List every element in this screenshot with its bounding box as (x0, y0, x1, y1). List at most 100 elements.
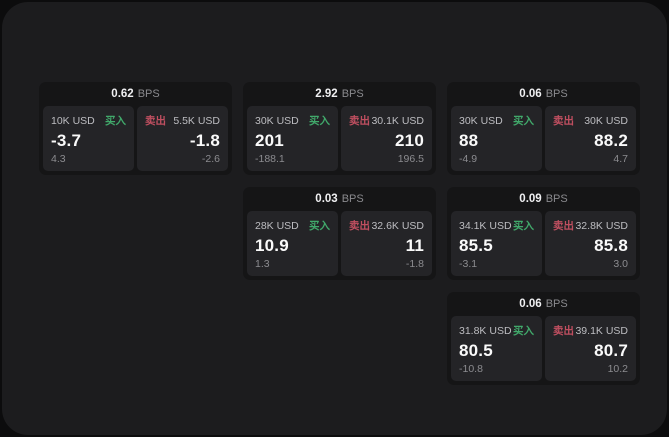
quote-cards-grid: 0.62 BPS 10K USD 买入 -3.7 4.3 卖出 5.5K USD (39, 82, 640, 385)
buy-price-value: 201 (255, 131, 284, 150)
sell-panel[interactable]: 卖出 5.5K USD -1.8 -2.6 (137, 106, 228, 171)
sell-delta-value: 4.7 (613, 153, 628, 165)
bps-unit-label: BPS (545, 88, 568, 100)
buy-panel-header: 28K USD 买入 (255, 218, 330, 233)
buy-size-label: 34.1K USD (459, 219, 512, 232)
sell-panel[interactable]: 卖出 32.8K USD 85.8 3.0 (545, 211, 636, 276)
sell-side-tag: 卖出 (349, 220, 370, 232)
bps-unit-label: BPS (545, 298, 568, 310)
quote-card: 0.09 BPS 34.1K USD 买入 85.5 -3.1 卖出 32.8K… (447, 187, 640, 280)
quote-card: 0.62 BPS 10K USD 买入 -3.7 4.3 卖出 5.5K USD (39, 82, 232, 175)
buy-price-value: 85.5 (459, 236, 493, 255)
bps-header: 0.06 BPS (451, 82, 636, 106)
sell-price-value: 85.8 (594, 236, 628, 255)
bps-unit-label: BPS (341, 88, 364, 100)
sell-delta-value: 10.2 (607, 363, 628, 375)
sell-price-value: 88.2 (594, 131, 628, 150)
bps-unit-label: BPS (137, 88, 160, 100)
buy-side-tag: 买入 (105, 115, 126, 127)
buy-delta-value: -4.9 (459, 153, 478, 165)
buy-side-tag: 买入 (513, 220, 534, 232)
bps-header: 2.92 BPS (247, 82, 432, 106)
bps-unit-label: BPS (341, 193, 364, 205)
quote-card: 0.03 BPS 28K USD 买入 10.9 1.3 卖出 32.6K US… (243, 187, 436, 280)
sell-side-tag: 卖出 (553, 220, 574, 232)
buy-panel[interactable]: 31.8K USD 买入 80.5 -10.8 (451, 316, 542, 381)
sell-delta-value: -1.8 (405, 258, 424, 270)
buy-price-value: 88 (459, 131, 479, 150)
bps-value: 0.03 (315, 193, 338, 205)
quote-card-body: 34.1K USD 买入 85.5 -3.1 卖出 32.8K USD 85.8… (451, 211, 636, 276)
buy-delta-value: -10.8 (459, 363, 483, 375)
buy-panel[interactable]: 28K USD 买入 10.9 1.3 (247, 211, 338, 276)
bps-unit-label: BPS (545, 193, 568, 205)
buy-panel-header: 30K USD 买入 (255, 113, 330, 128)
sell-size-label: 30K USD (584, 114, 628, 127)
sell-panel[interactable]: 卖出 39.1K USD 80.7 10.2 (545, 316, 636, 381)
buy-side-tag: 买入 (513, 325, 534, 337)
sell-size-label: 32.6K USD (371, 219, 424, 232)
buy-size-label: 30K USD (255, 114, 299, 127)
quote-card-body: 28K USD 买入 10.9 1.3 卖出 32.6K USD 11 -1.8 (247, 211, 432, 276)
sell-panel[interactable]: 卖出 32.6K USD 11 -1.8 (341, 211, 432, 276)
buy-size-label: 30K USD (459, 114, 503, 127)
sell-side-tag: 卖出 (553, 115, 574, 127)
buy-price-value: -3.7 (51, 131, 82, 150)
quote-card: 2.92 BPS 30K USD 买入 201 -188.1 卖出 30.1K … (243, 82, 436, 175)
sell-price-value: 11 (405, 236, 424, 255)
buy-side-tag: 买入 (309, 115, 330, 127)
buy-panel-header: 34.1K USD 买入 (459, 218, 534, 233)
sell-panel-header: 卖出 39.1K USD (553, 323, 628, 338)
quote-card-body: 10K USD 买入 -3.7 4.3 卖出 5.5K USD -1.8 -2.… (43, 106, 228, 171)
sell-panel-header: 卖出 30K USD (553, 113, 628, 128)
bps-value: 0.62 (111, 88, 134, 100)
sell-panel-header: 卖出 5.5K USD (145, 113, 220, 128)
sell-side-tag: 卖出 (553, 325, 574, 337)
bps-value: 0.06 (519, 298, 542, 310)
bps-value: 0.09 (519, 193, 542, 205)
buy-price-value: 10.9 (255, 236, 289, 255)
buy-side-tag: 买入 (309, 220, 330, 232)
sell-delta-value: 196.5 (397, 153, 424, 165)
buy-panel[interactable]: 10K USD 买入 -3.7 4.3 (43, 106, 134, 171)
sell-delta-value: 3.0 (613, 258, 628, 270)
sell-price-value: 210 (395, 131, 424, 150)
buy-size-label: 28K USD (255, 219, 299, 232)
bps-header: 0.09 BPS (451, 187, 636, 211)
quote-card-body: 30K USD 买入 201 -188.1 卖出 30.1K USD 210 1… (247, 106, 432, 171)
quote-card: 0.06 BPS 30K USD 买入 88 -4.9 卖出 30K USD (447, 82, 640, 175)
sell-size-label: 39.1K USD (575, 324, 628, 337)
buy-panel-header: 31.8K USD 买入 (459, 323, 534, 338)
sell-price-value: 80.7 (594, 341, 628, 360)
buy-panel[interactable]: 30K USD 买入 201 -188.1 (247, 106, 338, 171)
bps-value: 0.06 (519, 88, 542, 100)
bps-header: 0.06 BPS (451, 292, 636, 316)
sell-size-label: 5.5K USD (173, 114, 220, 127)
buy-panel[interactable]: 30K USD 买入 88 -4.9 (451, 106, 542, 171)
buy-panel[interactable]: 34.1K USD 买入 85.5 -3.1 (451, 211, 542, 276)
quote-card-body: 31.8K USD 买入 80.5 -10.8 卖出 39.1K USD 80.… (451, 316, 636, 381)
sell-side-tag: 卖出 (145, 115, 166, 127)
buy-delta-value: -3.1 (459, 258, 478, 270)
sell-panel[interactable]: 卖出 30K USD 88.2 4.7 (545, 106, 636, 171)
bps-header: 0.62 BPS (43, 82, 228, 106)
sell-price-value: -1.8 (189, 131, 220, 150)
sell-panel[interactable]: 卖出 30.1K USD 210 196.5 (341, 106, 432, 171)
buy-delta-value: 1.3 (255, 258, 270, 270)
quote-card: 0.06 BPS 31.8K USD 买入 80.5 -10.8 卖出 39.1… (447, 292, 640, 385)
buy-price-value: 80.5 (459, 341, 493, 360)
sell-delta-value: -2.6 (201, 153, 220, 165)
buy-panel-header: 10K USD 买入 (51, 113, 126, 128)
sell-panel-header: 卖出 32.6K USD (349, 218, 424, 233)
buy-side-tag: 买入 (513, 115, 534, 127)
bps-header: 0.03 BPS (247, 187, 432, 211)
sell-panel-header: 卖出 32.8K USD (553, 218, 628, 233)
sell-panel-header: 卖出 30.1K USD (349, 113, 424, 128)
buy-delta-value: -188.1 (255, 153, 285, 165)
buy-size-label: 31.8K USD (459, 324, 512, 337)
sell-size-label: 30.1K USD (371, 114, 424, 127)
bps-value: 2.92 (315, 88, 338, 100)
sell-side-tag: 卖出 (349, 115, 370, 127)
sell-size-label: 32.8K USD (575, 219, 628, 232)
